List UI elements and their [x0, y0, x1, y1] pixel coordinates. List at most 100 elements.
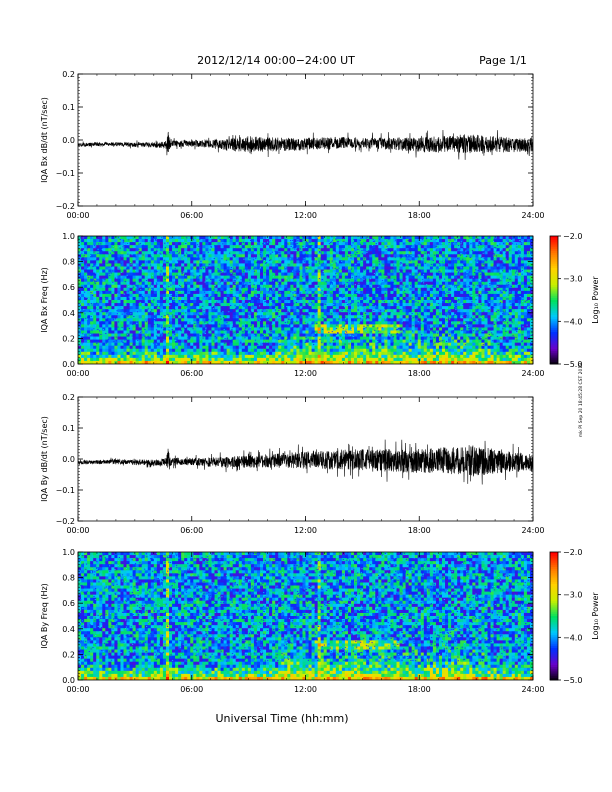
- heatmap-cell: [396, 312, 400, 316]
- heatmap-cell: [529, 263, 533, 267]
- heatmap-cell: [514, 257, 519, 261]
- heatmap-cell: [305, 242, 309, 246]
- heatmap-cell: [357, 275, 361, 280]
- heatmap-cell: [381, 269, 385, 273]
- heatmap-cell: [314, 300, 319, 304]
- heatmap-cell: [84, 257, 88, 261]
- heatmap-cell: [287, 296, 291, 301]
- heatmap-cell: [438, 321, 443, 325]
- heatmap-cell: [505, 269, 510, 273]
- heatmap-cell: [475, 257, 479, 261]
- heatmap-cell: [469, 330, 473, 334]
- heatmap-cell: [299, 248, 303, 252]
- heatmap-cell: [517, 284, 522, 289]
- heatmap-cell: [381, 236, 385, 240]
- heatmap-cell: [126, 242, 130, 246]
- heatmap-cell: [153, 318, 158, 322]
- heatmap-cell: [523, 248, 528, 252]
- heatmap-cell: [272, 260, 276, 264]
- heatmap-cell: [138, 272, 143, 277]
- heatmap-cell: [460, 284, 464, 289]
- heatmap-cell: [123, 278, 127, 283]
- heatmap-cell: [132, 293, 137, 298]
- heatmap-cell: [402, 245, 406, 249]
- heatmap-cell: [517, 296, 522, 301]
- heatmap-cell: [438, 293, 443, 298]
- heatmap-cell: [253, 275, 258, 280]
- heatmap-cell: [111, 236, 115, 240]
- heatmap-cell: [172, 266, 176, 270]
- heatmap-cell: [402, 312, 406, 316]
- heatmap-cell: [181, 284, 185, 289]
- heatmap-cell: [202, 245, 206, 249]
- heatmap-cell: [290, 306, 294, 310]
- heatmap-cell: [369, 269, 373, 273]
- heatmap-cell: [445, 281, 449, 286]
- heatmap-cell: [169, 281, 173, 286]
- heatmap-cell: [278, 278, 282, 283]
- heatmap-cell: [235, 236, 240, 240]
- heatmap-cell: [432, 263, 437, 267]
- heatmap-cell: [241, 260, 246, 264]
- heatmap-cell: [517, 251, 522, 255]
- heatmap-cell: [405, 306, 410, 310]
- heatmap-cell: [357, 245, 361, 249]
- heatmap-cell: [250, 272, 255, 277]
- heatmap-cell: [272, 315, 276, 319]
- heatmap-cell: [335, 257, 340, 261]
- heatmap-cell: [435, 330, 440, 334]
- heatmap-cell: [250, 290, 255, 295]
- heatmap-cell: [84, 284, 88, 289]
- heatmap-cell: [144, 290, 149, 295]
- heatmap-cell: [481, 236, 485, 240]
- heatmap-cell: [299, 306, 303, 310]
- heatmap-cell: [335, 263, 340, 267]
- heatmap-cell: [338, 318, 343, 322]
- heatmap-cell: [290, 236, 294, 240]
- heatmap-cell: [235, 281, 240, 286]
- heatmap-cell: [378, 290, 382, 295]
- heatmap-cell: [505, 266, 510, 270]
- heatmap-cell: [511, 281, 516, 286]
- heatmap-cell: [126, 254, 130, 258]
- heatmap-cell: [375, 245, 379, 249]
- heatmap-cell: [123, 254, 127, 258]
- heatmap-cell: [290, 309, 294, 313]
- heatmap-cell: [396, 263, 400, 267]
- heatmap-cell: [311, 251, 315, 255]
- heatmap-cell: [344, 287, 349, 292]
- heatmap-cell: [229, 327, 234, 331]
- heatmap-cell: [402, 260, 406, 264]
- heatmap-cell: [357, 269, 361, 273]
- heatmap-cell: [460, 257, 464, 261]
- heatmap-cell: [281, 290, 285, 295]
- heatmap-cell: [175, 266, 179, 270]
- heatmap-cell: [369, 296, 373, 301]
- heatmap-cell: [214, 281, 218, 286]
- heatmap-cell: [442, 300, 446, 304]
- heatmap-cell: [266, 257, 270, 261]
- heatmap-cell: [275, 272, 279, 277]
- heatmap-cell: [393, 275, 397, 280]
- heatmap-cell: [387, 245, 391, 249]
- heatmap-cell: [520, 269, 525, 273]
- heatmap-cell: [162, 263, 167, 267]
- heatmap-cell: [423, 236, 428, 240]
- heatmap-cell: [120, 327, 124, 331]
- heatmap-cell: [220, 239, 224, 243]
- heatmap-cell: [405, 275, 410, 280]
- heatmap-cell: [448, 245, 452, 249]
- heatmap-cell: [517, 315, 522, 319]
- heatmap-cell: [390, 318, 394, 322]
- heatmap-cell: [529, 254, 533, 258]
- heatmap-cell: [514, 251, 519, 255]
- heatmap-cell: [169, 272, 173, 277]
- heatmap-cell: [284, 293, 288, 298]
- heatmap-cell: [363, 254, 367, 258]
- heatmap-cell: [435, 263, 440, 267]
- heatmap-cell: [351, 281, 355, 286]
- heatmap-cell: [184, 312, 188, 316]
- heatmap-cell: [405, 266, 410, 270]
- heatmap-cell: [281, 239, 285, 243]
- heatmap-cell: [129, 236, 133, 240]
